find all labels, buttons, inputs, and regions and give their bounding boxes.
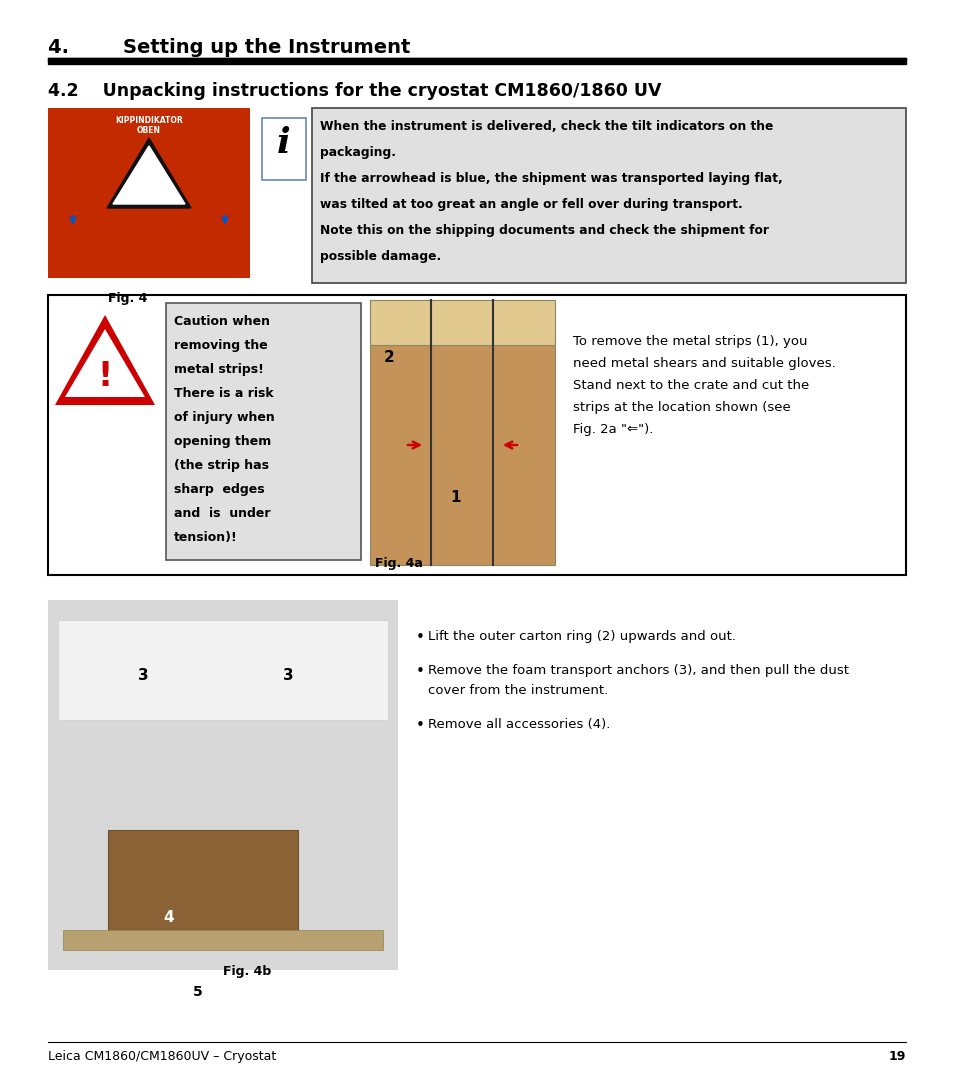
Text: of injury when: of injury when — [173, 411, 274, 424]
Text: 2: 2 — [384, 350, 395, 365]
Text: 19: 19 — [887, 1050, 905, 1063]
Text: possible damage.: possible damage. — [319, 249, 441, 264]
Text: Fig. 4: Fig. 4 — [108, 292, 147, 305]
Text: Remove all accessories (​4​).: Remove all accessories (​4​). — [428, 718, 610, 731]
Text: cover from the instrument.: cover from the instrument. — [428, 684, 608, 697]
Text: Fig. 2a "⇐").: Fig. 2a "⇐"). — [573, 423, 653, 436]
Polygon shape — [112, 146, 185, 204]
Text: Stand next to the crate and cut the: Stand next to the crate and cut the — [573, 379, 808, 392]
Polygon shape — [65, 329, 145, 397]
Text: Caution when: Caution when — [173, 315, 270, 328]
Bar — [262, 118, 306, 180]
Bar — [312, 108, 905, 283]
Text: tension)!: tension)! — [173, 531, 237, 544]
Text: 1: 1 — [450, 490, 460, 505]
Text: opening them: opening them — [173, 435, 271, 448]
Bar — [48, 295, 905, 575]
Text: OBEN: OBEN — [137, 126, 161, 135]
Text: 5: 5 — [193, 985, 203, 999]
Bar — [370, 300, 555, 345]
Text: •: • — [416, 718, 424, 733]
Text: Leica CM1860/CM1860UV – Cryostat: Leica CM1860/CM1860UV – Cryostat — [48, 1050, 276, 1063]
Text: Remove the foam transport anchors (​3​), and then pull the dust: Remove the foam transport anchors (​3​),… — [428, 664, 848, 677]
Text: 4.2    Unpacking instructions for the cryostat CM1860/1860 UV: 4.2 Unpacking instructions for the cryos… — [48, 82, 660, 100]
Text: packaging.: packaging. — [319, 146, 395, 159]
Text: Note this on the shipping documents and check the shipment for: Note this on the shipping documents and … — [319, 224, 768, 237]
Text: !: ! — [97, 360, 112, 393]
Text: metal strips!: metal strips! — [173, 363, 264, 376]
Text: •: • — [416, 630, 424, 645]
Text: KIPPINDIKATOR: KIPPINDIKATOR — [115, 116, 183, 125]
Bar — [370, 300, 555, 565]
Text: removing the: removing the — [173, 339, 268, 352]
Bar — [48, 600, 397, 970]
Text: strips at the location shown (see: strips at the location shown (see — [573, 401, 790, 414]
Text: To remove the metal strips (1), you: To remove the metal strips (1), you — [573, 335, 806, 348]
Text: need metal shears and suitable gloves.: need metal shears and suitable gloves. — [573, 357, 835, 370]
Bar — [58, 620, 388, 720]
Text: •: • — [416, 664, 424, 679]
Text: Fig. 4b: Fig. 4b — [223, 966, 271, 978]
Text: 3: 3 — [283, 669, 294, 683]
Bar — [48, 58, 905, 64]
Text: was tilted at too great an angle or fell over during transport.: was tilted at too great an angle or fell… — [319, 198, 742, 211]
Text: and  is  under: and is under — [173, 507, 271, 519]
Text: 4: 4 — [163, 910, 173, 924]
Text: sharp  edges: sharp edges — [173, 483, 264, 496]
Polygon shape — [107, 138, 191, 208]
Bar — [108, 831, 297, 945]
Text: Fig. 4a: Fig. 4a — [375, 557, 422, 570]
Text: When the instrument is delivered, check the tilt indicators on the: When the instrument is delivered, check … — [319, 120, 773, 133]
Polygon shape — [55, 315, 154, 405]
Text: 3: 3 — [138, 669, 149, 683]
Bar — [166, 303, 360, 561]
Text: 4.        Setting up the Instrument: 4. Setting up the Instrument — [48, 38, 410, 57]
Text: If the arrowhead is blue, the shipment was transported laying flat,: If the arrowhead is blue, the shipment w… — [319, 172, 781, 185]
Text: i: i — [276, 126, 291, 160]
Text: Lift the outer carton ring (​2​) upwards and out.: Lift the outer carton ring (​2​) upwards… — [428, 630, 735, 643]
Bar — [48, 108, 250, 278]
Bar — [63, 930, 382, 950]
Bar — [48, 58, 905, 60]
Text: There is a risk: There is a risk — [173, 387, 274, 400]
Text: (the strip has: (the strip has — [173, 459, 269, 472]
